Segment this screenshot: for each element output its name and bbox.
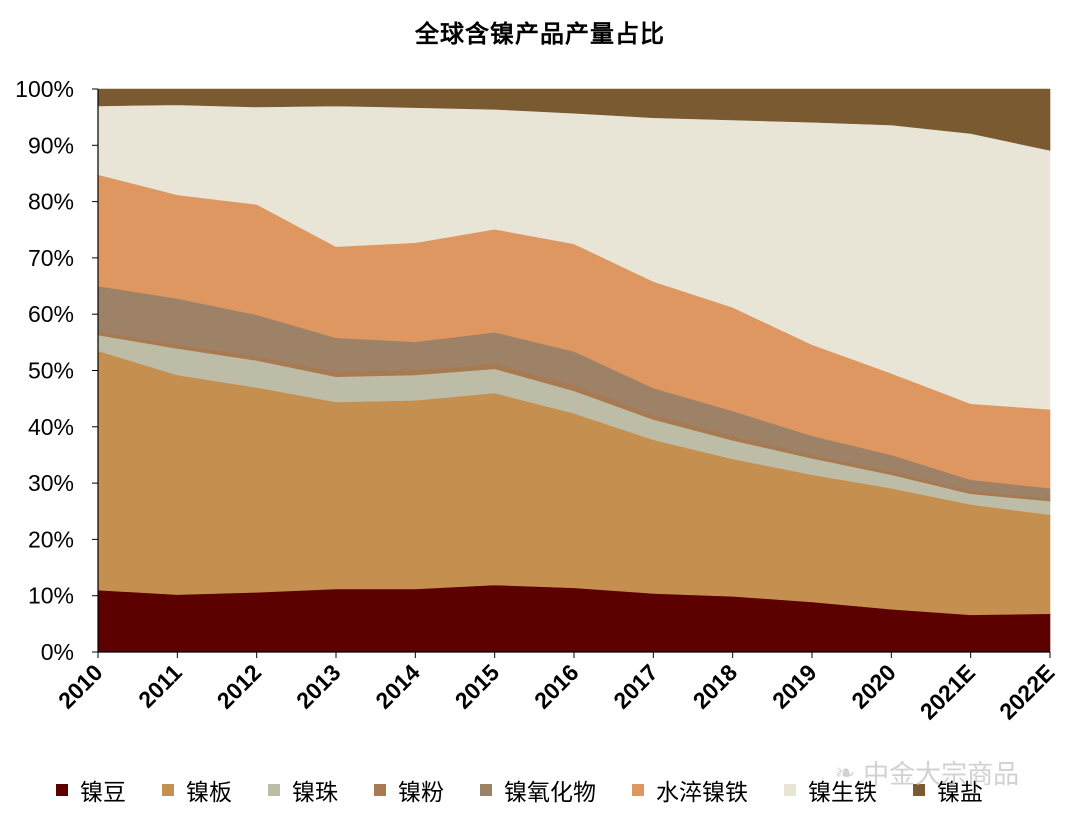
x-tick-label: 2010 — [53, 659, 108, 714]
legend-label: 镍粉 — [398, 780, 444, 806]
legend-label: 镍板 — [186, 780, 232, 806]
legend-label: 镍氧化物 — [504, 780, 596, 806]
x-tick-label: 2019 — [767, 659, 822, 714]
legend-swatch — [56, 784, 68, 796]
legend-label: 镍生铁 — [808, 780, 877, 806]
x-tick-label: 2014 — [370, 659, 425, 714]
x-tick-label: 2018 — [688, 659, 743, 714]
x-tick-label: 2022E — [994, 659, 1059, 724]
legend-item: 镍板 — [162, 773, 232, 807]
legend-item: 镍生铁 — [784, 773, 877, 807]
y-tick-label: 80% — [28, 189, 74, 215]
x-tick-label: 2021E — [915, 659, 980, 724]
x-tick-label: 2020 — [846, 659, 901, 714]
y-tick-label: 90% — [28, 132, 74, 158]
y-tick-label: 30% — [28, 470, 74, 496]
legend-item: 镍豆 — [56, 773, 126, 807]
legend-label: 镍盐 — [937, 780, 983, 806]
x-tick-label: 2012 — [212, 659, 267, 714]
area-8 — [97, 88, 1051, 151]
legend-swatch — [632, 784, 644, 796]
x-tick-label: 2016 — [529, 659, 584, 714]
legend-swatch — [784, 784, 796, 796]
y-tick-label: 0% — [41, 639, 74, 665]
watermark-text: 中金大宗商品 — [863, 760, 1020, 790]
legend: 镍豆 镍板 镍珠 镍粉 镍氧化物 水淬镍铁 镍生铁 镍盐 — [56, 770, 1066, 810]
y-tick-label: 10% — [28, 583, 74, 609]
legend-label: 镍豆 — [80, 780, 126, 806]
x-tick-label: 2015 — [450, 659, 505, 714]
y-tick-label: 50% — [28, 358, 74, 384]
legend-item: 镍盐 — [913, 773, 983, 807]
y-tick-label: 20% — [28, 526, 74, 552]
stacked-area-chart: 0% 10% 20% 30% 40% 50% 60% 70% 80% 90% 100% 2010 201… — [15, 76, 1059, 725]
legend-item: 镍粉 — [374, 773, 444, 807]
x-tick-label: 2017 — [608, 659, 663, 714]
y-tick-label: 70% — [28, 245, 74, 271]
x-tick-label: 2013 — [291, 659, 346, 714]
y-tick-label: 100% — [15, 76, 74, 102]
legend-item: 镍珠 — [268, 773, 338, 807]
y-tick-label: 40% — [28, 414, 74, 440]
legend-item: 镍氧化物 — [480, 773, 596, 807]
legend-swatch — [374, 784, 386, 796]
legend-label: 水淬镍铁 — [656, 780, 748, 806]
legend-item: 水淬镍铁 — [632, 773, 748, 807]
chart-title: 全球含镍产品产量占比 — [415, 20, 665, 48]
legend-swatch — [480, 784, 492, 796]
y-tick-label: 60% — [28, 301, 74, 327]
legend-label: 镍珠 — [292, 780, 338, 806]
legend-swatch — [913, 784, 925, 796]
legend-swatch — [268, 784, 280, 796]
watermark: ❧ 中金大宗商品 — [835, 754, 1019, 791]
area-series-group — [97, 88, 1051, 653]
x-tick-label: 2011 — [133, 659, 187, 713]
wechat-icon: ❧ — [835, 758, 856, 787]
legend-swatch — [162, 784, 174, 796]
